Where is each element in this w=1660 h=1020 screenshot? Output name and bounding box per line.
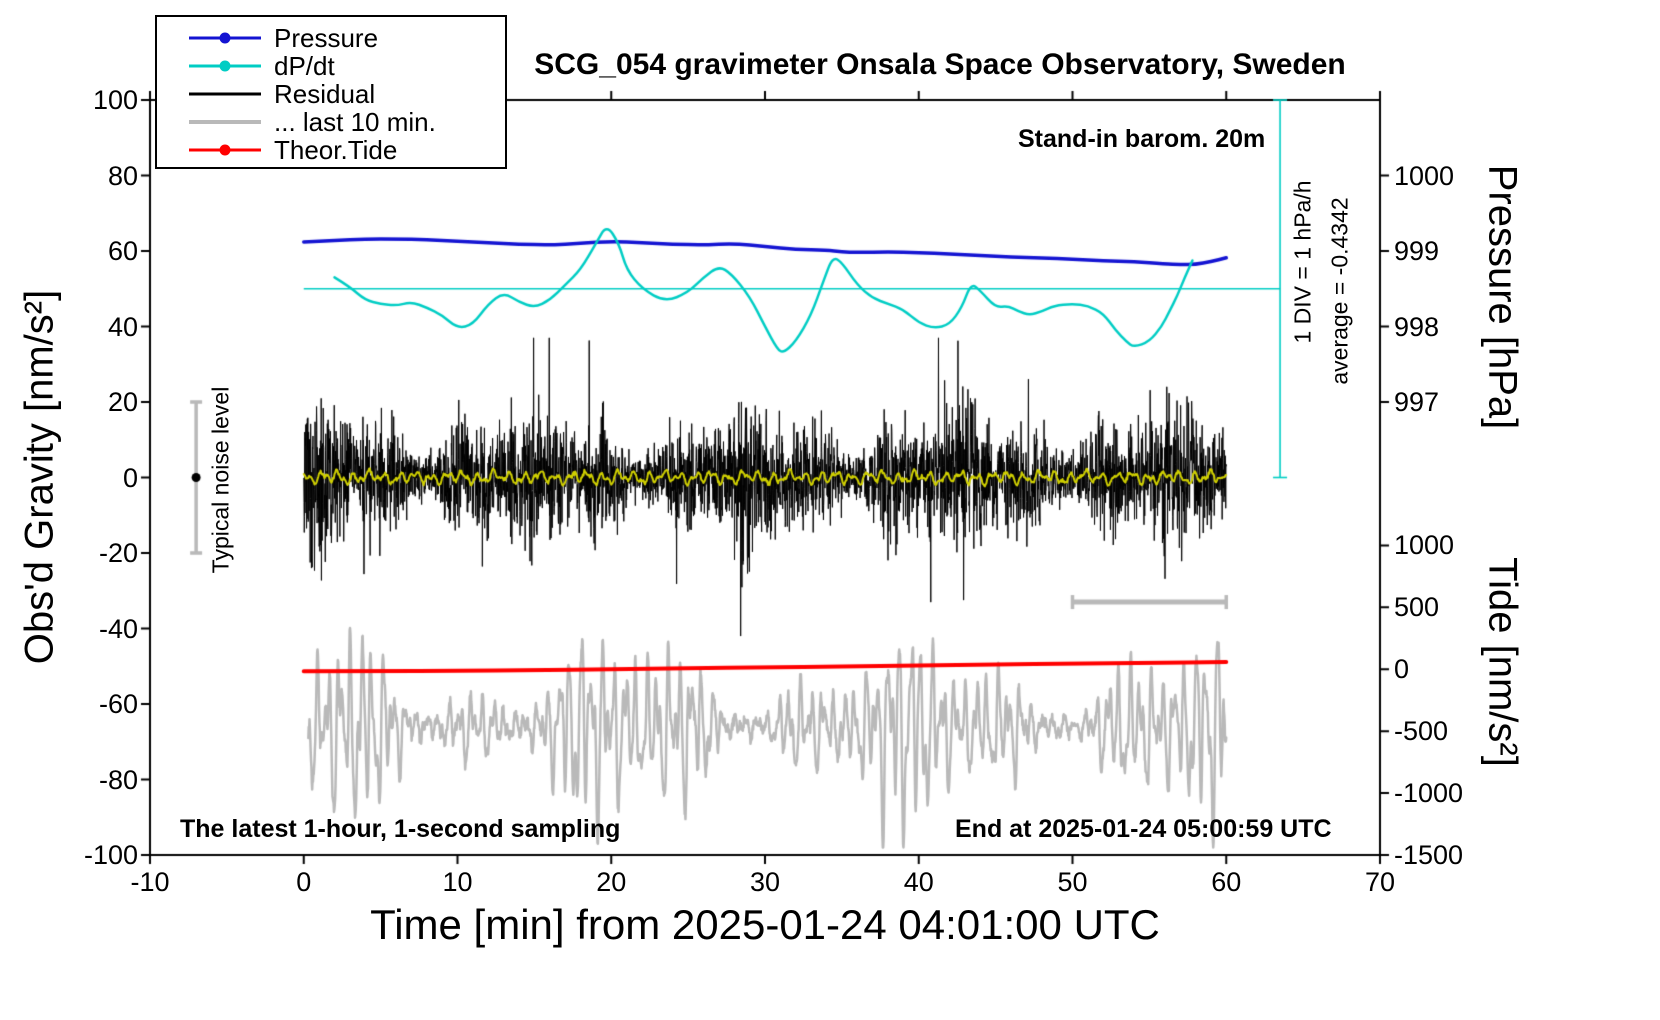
legend-item: Residual bbox=[157, 78, 505, 109]
chart-title: SCG_054 gravimeter Onsala Space Observat… bbox=[534, 48, 1346, 81]
legend-dot-icon bbox=[219, 32, 231, 44]
end-time-note: End at 2025-01-24 05:00:59 UTC bbox=[955, 815, 1332, 843]
legend-item: Pressure bbox=[157, 22, 505, 53]
y-axis-label-pressure: Pressure [hPa] bbox=[1480, 164, 1525, 430]
legend-marker-icon bbox=[189, 108, 261, 136]
y-axis-label-tide: Tide [nm/s²] bbox=[1480, 557, 1525, 767]
legend-item: dP/dt bbox=[157, 50, 505, 81]
average-dpdt-label: average = -0.4342 bbox=[1326, 197, 1353, 385]
standin-barometer-note: Stand-in barom. 20m bbox=[1018, 125, 1266, 153]
typical-noise-level-label: Typical noise level bbox=[207, 386, 234, 574]
legend-label: Residual bbox=[274, 78, 376, 109]
legend-item: Theor.Tide bbox=[157, 134, 505, 165]
legend-marker-icon bbox=[189, 52, 261, 80]
legend-label: ... last 10 min. bbox=[274, 106, 436, 137]
legend-marker-icon bbox=[189, 80, 261, 108]
x-axis-label: Time [min] from 2025-01-24 04:01:00 UTC bbox=[370, 901, 1160, 948]
legend-dot-icon bbox=[219, 144, 231, 156]
sampling-note: The latest 1-hour, 1-second sampling bbox=[180, 815, 621, 843]
div-scale-label: 1 DIV = 1 hPa/h bbox=[1289, 180, 1316, 344]
legend-label: Theor.Tide bbox=[274, 134, 398, 165]
legend-label: Pressure bbox=[274, 22, 379, 53]
y-axis-label-gravity: Obs'd Gravity [nm/s²] bbox=[17, 289, 62, 665]
legend-box: Pressure dP/dt Residual... last 10 min. The… bbox=[155, 15, 507, 169]
legend-marker-icon bbox=[189, 136, 261, 164]
legend-label: dP/dt bbox=[274, 50, 335, 81]
legend-marker-icon bbox=[189, 24, 261, 52]
legend-dot-icon bbox=[219, 60, 231, 72]
legend-item: ... last 10 min. bbox=[157, 106, 505, 137]
